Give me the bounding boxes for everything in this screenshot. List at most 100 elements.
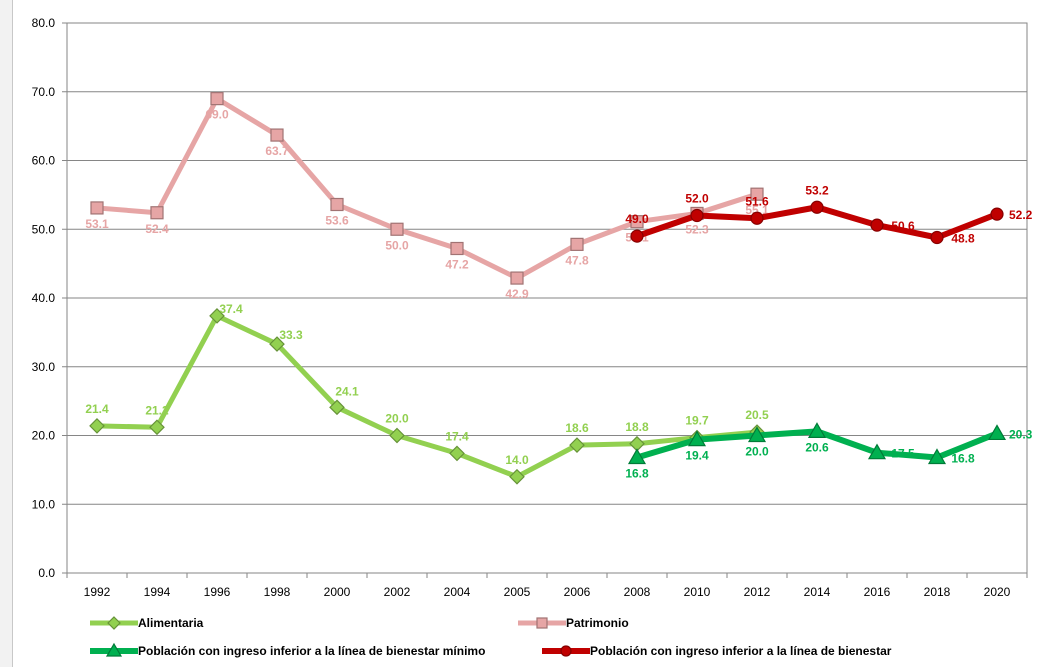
patrimonio-data-label: 52.4 xyxy=(145,222,169,236)
alimentaria-data-label: 18.8 xyxy=(625,420,649,434)
x-tick-label: 2002 xyxy=(384,585,411,599)
alimentaria-data-label: 18.6 xyxy=(565,421,589,435)
patrimonio-point xyxy=(330,197,344,212)
alimentaria-point xyxy=(509,468,525,485)
poblacion-con-ingreso-inferior-a-la-line-data-label: 50.6 xyxy=(891,219,915,233)
poblacion-con-ingreso-inferior-a-la-line-point xyxy=(870,218,884,232)
poblacion-con-ingreso-inferior-a-la-line-data-label: 20.6 xyxy=(805,440,829,454)
legend-poblacion-con-ingreso-inferior-label: Población con ingreso inferior a la líne… xyxy=(138,644,485,658)
poblacion-con-ingreso-inferior-a-la-line-point xyxy=(747,426,767,443)
patrimonio-data-label: 52.3 xyxy=(685,222,709,236)
poblacion-con-ingreso-inferior-a-la-line-point xyxy=(687,430,707,447)
poblacion-con-ingreso-inferior-a-la-line-point xyxy=(927,448,947,465)
alimentaria-data-label: 37.4 xyxy=(219,302,243,316)
legend-patrimonio-label: Patrimonio xyxy=(566,616,629,630)
alimentaria-point xyxy=(269,336,285,352)
poblacion-con-ingreso-inferior-a-la-line-point xyxy=(690,208,704,223)
poblacion-con-ingreso-inferior-a-la-line-point xyxy=(810,200,824,214)
legend-patrimonio-marker xyxy=(536,617,548,629)
poblacion-con-ingreso-inferior-a-la-line-data-label: 48.8 xyxy=(951,232,975,246)
poblacion-con-ingreso-inferior-a-la-line-data-label: 19.4 xyxy=(685,449,709,463)
legend-poblacion-con-ingreso-inferior-label: Población con ingreso inferior a la líne… xyxy=(590,644,892,658)
x-tick-label: 2005 xyxy=(504,585,531,599)
x-tick-label: 2016 xyxy=(864,585,891,599)
patrimonio-point xyxy=(510,271,524,285)
poblacion-con-ingreso-inferior-a-la-line-point xyxy=(630,229,644,243)
alimentaria-line xyxy=(94,313,760,480)
y-tick-label: 80.0 xyxy=(32,16,56,30)
poblacion-con-ingreso-inferior-a-la-line-data-label: 49.0 xyxy=(625,212,649,226)
legend-alimentaria-marker xyxy=(107,616,121,630)
patrimonio-data-label: 50.0 xyxy=(385,238,409,252)
patrimonio-point xyxy=(150,206,164,220)
legend-poblacion-con-ingreso-inferior-marker xyxy=(105,642,123,657)
patrimonio-data-label: 53.1 xyxy=(85,217,109,231)
x-tick-label: 1992 xyxy=(84,585,111,599)
x-tick-label: 1998 xyxy=(264,585,291,599)
x-tick-label: 2012 xyxy=(744,585,771,599)
y-tick-label: 60.0 xyxy=(32,154,56,168)
poblacion-con-ingreso-inferior-a-la-line-data-label: 51.6 xyxy=(745,194,769,208)
poblacion-con-ingreso-inferior-a-la-line-point xyxy=(987,424,1007,441)
legend-poblacion-con-ingreso-inferior-marker xyxy=(560,645,572,657)
poblacion-con-ingreso-inferior-a-la-line-data-label: 16.8 xyxy=(951,452,975,466)
poblacion-con-ingreso-inferior-a-la-line-data-label: 20.0 xyxy=(745,445,769,459)
alimentaria-point xyxy=(449,445,465,462)
poblacion-con-ingreso-inferior-a-la-line-data-label: 17.5 xyxy=(891,447,915,461)
patrimonio-point xyxy=(750,187,764,201)
patrimonio-point xyxy=(630,215,644,229)
alimentaria-data-label: 21.2 xyxy=(145,403,169,417)
x-tick-label: 1996 xyxy=(204,585,231,599)
patrimonio-line xyxy=(94,96,760,281)
poblacion-con-ingreso-inferior-a-la-line-data-label: 52.0 xyxy=(685,192,709,206)
poblacion-con-ingreso-inferior-a-la-line-point xyxy=(930,230,944,245)
y-tick-label: 70.0 xyxy=(32,85,56,99)
x-tick-label: 2010 xyxy=(684,585,711,599)
patrimonio-data-label: 55.1 xyxy=(745,203,769,217)
poblacion-con-ingreso-inferior-a-la-line-point xyxy=(627,448,647,465)
y-tick-label: 40.0 xyxy=(32,291,56,305)
alimentaria-point xyxy=(329,399,345,416)
patrimonio-data-label: 47.2 xyxy=(445,258,469,272)
patrimonio-point xyxy=(390,222,404,236)
patrimonio-data-label: 42.9 xyxy=(505,287,529,301)
window-left-edge xyxy=(0,0,13,667)
x-tick-label: 1994 xyxy=(144,585,171,599)
patrimonio-point xyxy=(210,92,224,106)
poblacion-con-ingreso-inferior-a-la-line-point xyxy=(807,422,827,438)
alimentaria-data-label: 24.1 xyxy=(335,384,359,398)
patrimonio-point xyxy=(90,201,104,215)
patrimonio-data-label: 69.0 xyxy=(205,108,229,122)
x-tick-label: 2004 xyxy=(444,585,471,599)
y-tick-label: 50.0 xyxy=(32,222,56,236)
patrimonio-point xyxy=(450,241,464,256)
alimentaria-point xyxy=(569,437,585,453)
alimentaria-point xyxy=(149,419,165,436)
alimentaria-data-label: 14.0 xyxy=(505,453,529,467)
patrimonio-data-label: 47.8 xyxy=(565,253,589,267)
alimentaria-data-label: 21.4 xyxy=(85,402,109,416)
poblacion-con-ingreso-inferior-a-la-line-data-label: 53.2 xyxy=(805,183,829,197)
alimentaria-data-label: 19.7 xyxy=(685,414,709,428)
patrimonio-point xyxy=(270,128,284,142)
alimentaria-data-label: 33.3 xyxy=(279,328,303,342)
legend-alimentaria-label: Alimentaria xyxy=(138,616,204,630)
alimentaria-data-label: 20.0 xyxy=(385,412,409,426)
poblacion-con-ingreso-inferior-a-la-line-data-label: 20.3 xyxy=(1009,427,1033,441)
x-tick-label: 2000 xyxy=(324,585,351,599)
alimentaria-point xyxy=(389,427,405,444)
alimentaria-data-label: 20.5 xyxy=(745,408,769,422)
poblacion-con-ingreso-inferior-a-la-line-point xyxy=(750,211,764,225)
y-tick-label: 30.0 xyxy=(32,360,56,374)
y-tick-label: 0.0 xyxy=(38,566,55,580)
poblacion-con-ingreso-inferior-a-la-line-point xyxy=(867,443,887,460)
x-tick-label: 2006 xyxy=(564,585,591,599)
patrimonio-data-label: 53.6 xyxy=(325,214,349,228)
alimentaria-point xyxy=(209,308,225,324)
x-tick-label: 2014 xyxy=(804,585,831,599)
patrimonio-data-label: 63.7 xyxy=(265,144,289,158)
x-tick-label: 2018 xyxy=(924,585,951,599)
y-tick-label: 20.0 xyxy=(32,429,56,443)
alimentaria-point xyxy=(89,418,105,434)
